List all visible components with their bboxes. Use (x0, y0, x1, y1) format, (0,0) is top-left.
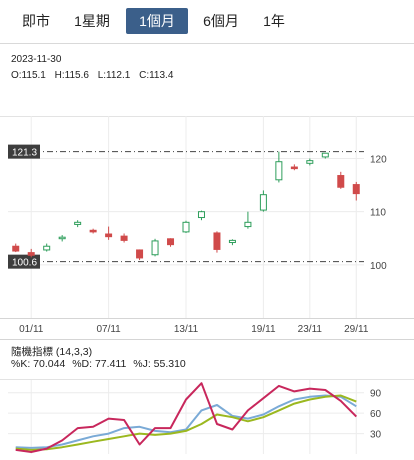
tab-1-month[interactable]: 1個月 (126, 8, 188, 34)
candle-body (244, 221, 252, 228)
candle-body (213, 232, 221, 250)
kdj-values: %K: 70.044 %D: 77.411 %J: 55.310 (11, 358, 190, 370)
period-tabs: 即市 1星期 1個月 6個月 1年 (0, 0, 414, 44)
reference-label-box (8, 254, 40, 269)
candle-body (151, 240, 159, 256)
candle-body (58, 236, 66, 240)
reference-label: 100.6 (12, 258, 37, 269)
x-tick-label: 23/11 (298, 324, 323, 335)
candle-body (12, 245, 20, 252)
candle-body (290, 166, 298, 170)
kdj-d-line (15, 394, 357, 451)
candle-body (74, 221, 82, 225)
tab-1-week[interactable]: 1星期 (74, 13, 110, 29)
candle-body (197, 211, 205, 219)
candle-body (136, 249, 144, 259)
tab-realtime[interactable]: 即市 (22, 13, 50, 29)
x-tick-label: 07/11 (96, 324, 121, 335)
price-and-kdj-chart[interactable]: 01/11 07/11 13/11 19/11 23/11 29/11 100 110 120 1… (0, 116, 414, 454)
candle-body (337, 175, 345, 188)
ohlc-low: L:112.1 (97, 70, 131, 81)
kdj-title: 隨機指標 (14,3,3) (11, 346, 93, 358)
price-y-tick-label: 120 (370, 155, 387, 166)
candle-body (43, 245, 51, 251)
price-y-tick-label: 110 (370, 208, 386, 219)
chart-area[interactable]: 01/11 07/11 13/11 19/11 23/11 29/11 100 110 120 1… (0, 116, 414, 454)
ohlc-close: C:113.4 (139, 70, 174, 81)
candle-body (259, 194, 267, 211)
tab-6-months[interactable]: 6個月 (203, 13, 239, 29)
ohlc-high: H:115.6 (54, 70, 89, 81)
price-y-tick-label: 100 (370, 261, 387, 272)
kdj-j-value: %J: 55.310 (133, 358, 186, 370)
ohlc-open: O:115.1 (11, 70, 46, 81)
ohlc-date: 2023-11-30 (11, 54, 62, 65)
x-tick-label: 13/11 (174, 324, 199, 335)
reference-label-box (8, 144, 40, 159)
kdj-y-tick-label: 90 (370, 389, 382, 400)
candle-body (228, 239, 236, 244)
candle-body (352, 184, 360, 195)
kdj-k-line (15, 394, 357, 449)
kdj-k-value: %K: 70.044 (11, 358, 66, 370)
x-tick-label: 19/11 (251, 324, 276, 335)
x-tick-label: 29/11 (344, 324, 369, 335)
reference-label: 121.3 (12, 148, 37, 159)
candle-body (275, 161, 283, 181)
candle-body (27, 252, 35, 256)
candle-body (321, 152, 329, 158)
tab-1-year[interactable]: 1年 (263, 13, 285, 29)
kdj-j-line (15, 382, 358, 453)
kdj-y-tick-label: 30 (370, 430, 382, 441)
kdj-y-tick-label: 60 (370, 409, 382, 420)
candle-body (120, 235, 128, 241)
candle-body (306, 160, 314, 164)
kdj-d-value: %D: 77.411 (72, 358, 127, 370)
candle-body (89, 229, 97, 233)
candle-body (105, 233, 113, 238)
ohlc-values: O:115.1 H:115.6 L:112.1 C:113.4 (11, 70, 179, 81)
candle-body (167, 238, 175, 246)
candle-body (182, 221, 190, 233)
x-tick-label: 01/11 (19, 324, 44, 335)
